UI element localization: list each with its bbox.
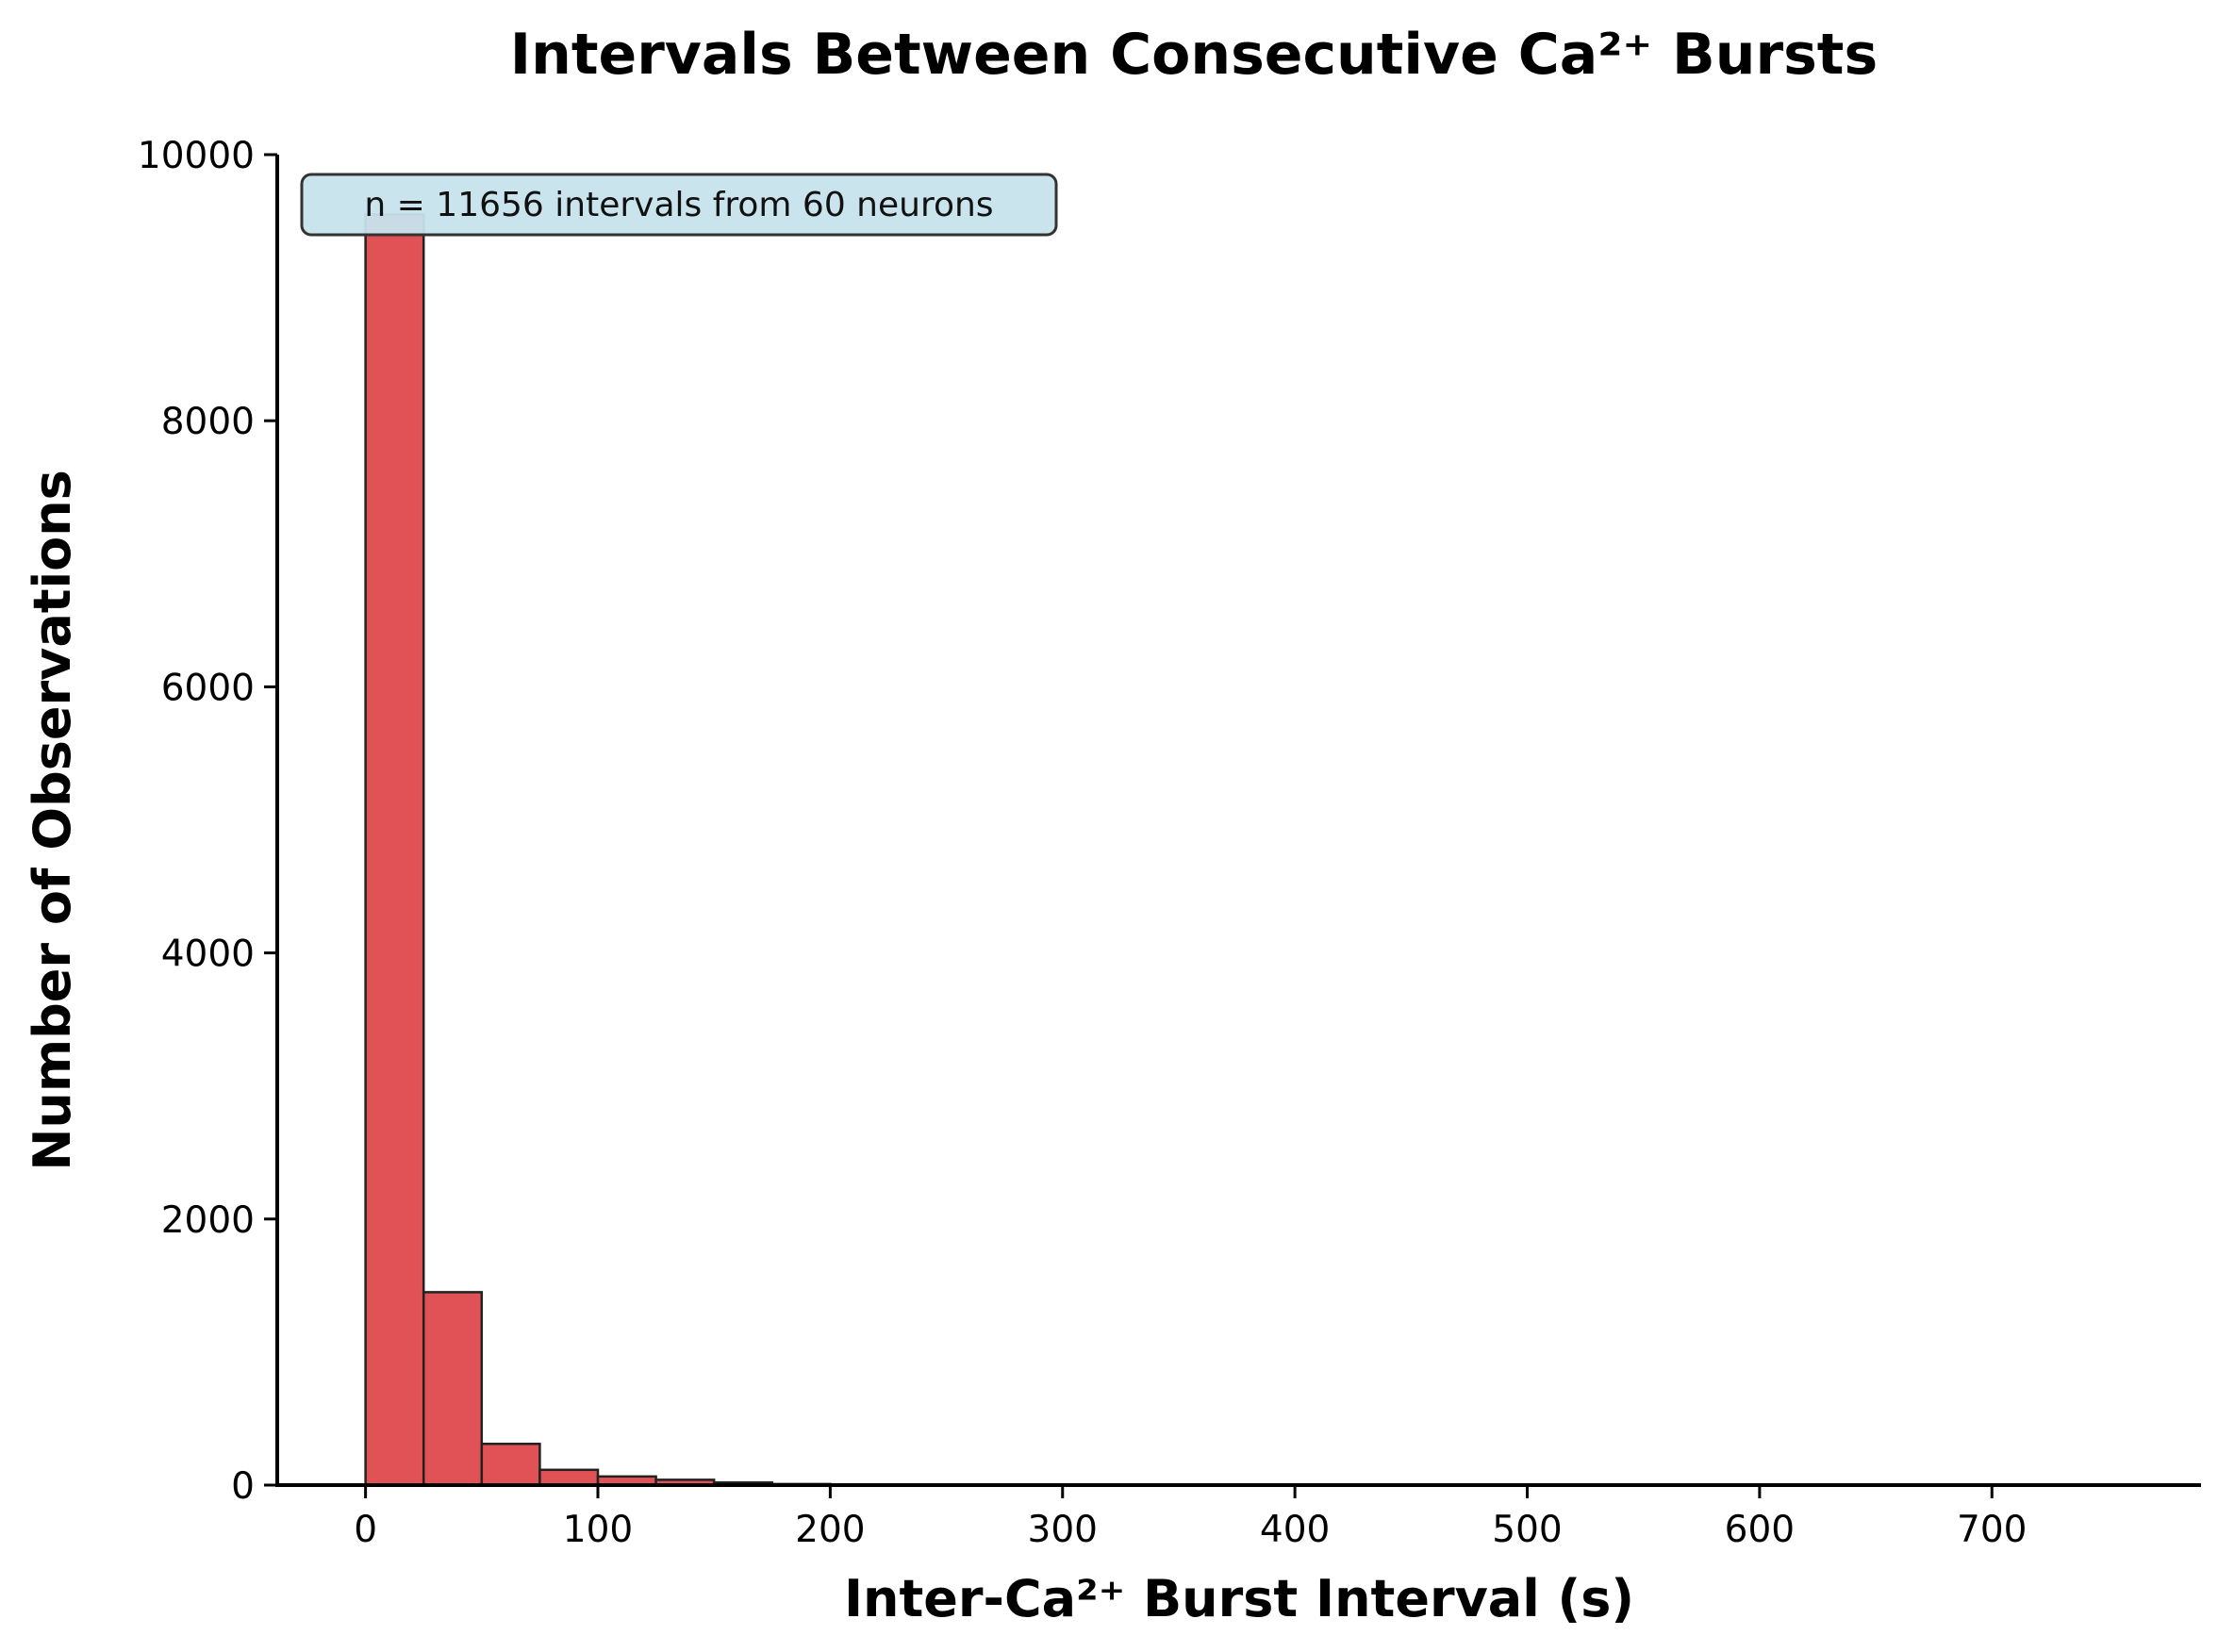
histogram-bar	[480, 1443, 541, 1487]
y-axis-ticks: 0 2000 4000 6000 8000 10000	[138, 135, 277, 1508]
x-tick-label: 500	[1492, 1509, 1562, 1551]
y-tick-label: 4000	[161, 933, 255, 976]
chart-title: Intervals Between Consecutive Ca²⁺ Burst…	[510, 22, 1878, 88]
x-axis-label: Inter-Ca²⁺ Burst Interval (s)	[844, 1569, 1634, 1628]
annotation-text: n = 11656 intervals from 60 neurons	[364, 186, 993, 224]
x-axis-ticks: 0 100 200 300 400 500 600 700	[354, 1485, 2027, 1551]
x-tick-label: 0	[354, 1509, 377, 1551]
x-tick-label: 700	[1957, 1509, 2027, 1551]
x-tick-label: 200	[795, 1509, 865, 1551]
histogram-bars	[364, 213, 2110, 1487]
annotation-box: n = 11656 intervals from 60 neurons	[300, 173, 1058, 237]
y-tick-label: 8000	[161, 401, 255, 443]
y-axis-label: Number of Observations	[23, 470, 82, 1171]
y-tick-label: 0	[231, 1465, 255, 1508]
y-tick-label: 6000	[161, 667, 255, 709]
x-tick-label: 100	[563, 1509, 633, 1551]
histogram-bar	[538, 1468, 600, 1487]
histogram-bar	[364, 213, 425, 1487]
x-tick-label: 600	[1725, 1509, 1795, 1551]
x-tick-label: 300	[1028, 1509, 1098, 1551]
x-tick-label: 400	[1260, 1509, 1330, 1551]
y-tick-label: 10000	[138, 135, 255, 177]
annotation-box-background	[300, 173, 1058, 237]
y-tick-label: 2000	[161, 1199, 255, 1242]
histogram-bar	[422, 1291, 484, 1487]
